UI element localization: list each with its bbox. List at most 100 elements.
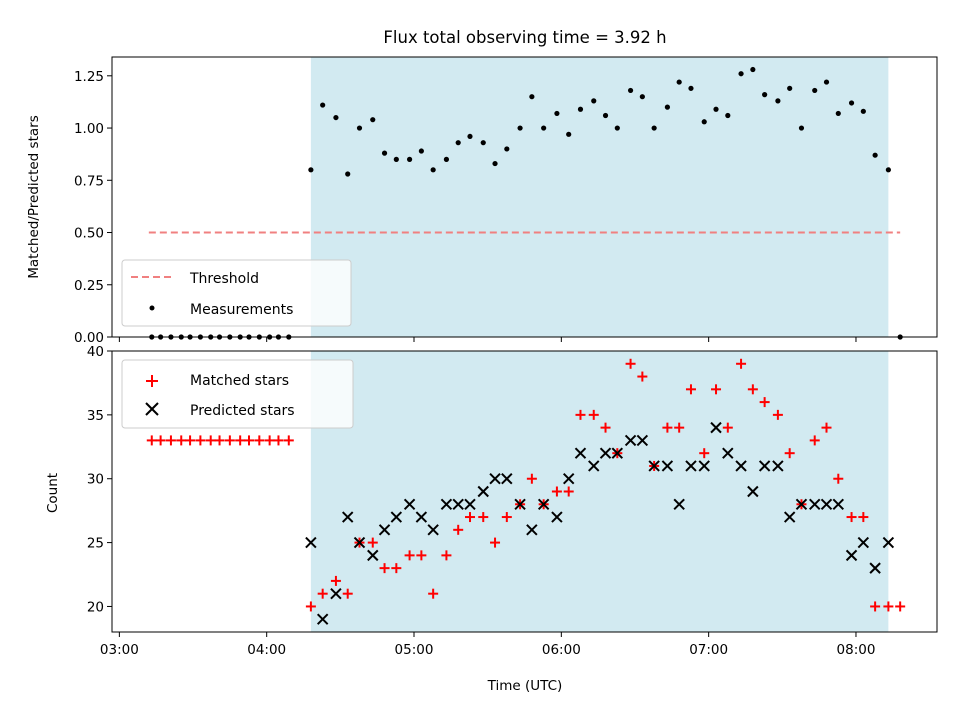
legend-measurements-label: Measurements bbox=[190, 302, 293, 318]
measurement-point bbox=[443, 156, 450, 162]
matched-star-point bbox=[699, 448, 710, 459]
measurement-point bbox=[566, 131, 572, 137]
predicted-star-point bbox=[783, 511, 796, 523]
measurement-point bbox=[345, 171, 351, 177]
predicted-star-point bbox=[367, 549, 379, 562]
measurement-point bbox=[356, 125, 363, 131]
measurement-point bbox=[885, 167, 891, 173]
predicted-star-point bbox=[588, 460, 600, 472]
y-tick-label: 35 bbox=[87, 408, 104, 424]
matched-star-point bbox=[264, 435, 275, 446]
measurement-point bbox=[835, 110, 841, 117]
measurement-point bbox=[308, 167, 314, 173]
matched-star-point bbox=[747, 384, 758, 395]
matched-star-point bbox=[637, 371, 648, 382]
matched-star-point bbox=[772, 409, 783, 420]
matched-star-point bbox=[759, 397, 770, 408]
predicted-star-point bbox=[685, 460, 697, 472]
matched-star-point bbox=[821, 422, 832, 433]
y-tick-label: 25 bbox=[87, 536, 104, 552]
top-y-label: Matched/Predicted stars bbox=[26, 115, 42, 278]
measurement-point bbox=[370, 117, 376, 123]
bottom-y-ticks: 20 25 30 35 40 bbox=[87, 344, 112, 615]
measurement-point bbox=[688, 85, 694, 91]
measurement-point bbox=[430, 167, 436, 173]
matched-star-point bbox=[330, 575, 341, 586]
matched-star-point bbox=[563, 486, 574, 497]
y-tick-label: 0.50 bbox=[74, 226, 104, 242]
measurement-point bbox=[602, 112, 609, 119]
matched-star-point bbox=[404, 550, 415, 561]
bottom-y-label: Count bbox=[45, 473, 61, 513]
legend-matched-swatch bbox=[146, 375, 158, 387]
observing-span-bottom bbox=[310, 351, 889, 632]
measurement-point bbox=[738, 71, 744, 77]
measurement-point bbox=[455, 140, 461, 146]
x-tick-label: 08:00 bbox=[837, 642, 876, 658]
measurement-point bbox=[664, 104, 671, 110]
predicted-star-point bbox=[353, 536, 366, 549]
matched-star-point bbox=[367, 537, 378, 548]
predicted-star-point bbox=[698, 460, 710, 472]
matched-star-point bbox=[575, 409, 586, 420]
matched-star-point bbox=[441, 550, 452, 561]
matched-star-point bbox=[674, 422, 685, 433]
y-tick-label: 0.00 bbox=[74, 330, 104, 346]
measurement-point bbox=[812, 87, 818, 94]
predicted-star-point bbox=[403, 498, 416, 510]
measurement-point bbox=[406, 156, 413, 162]
measurement-point bbox=[627, 87, 634, 94]
predicted-star-point bbox=[551, 511, 563, 523]
top-legend: Threshold Measurements bbox=[121, 259, 352, 327]
matched-star-point bbox=[244, 435, 255, 446]
matched-star-point bbox=[722, 422, 733, 433]
measurement-point bbox=[529, 94, 535, 100]
matched-star-point bbox=[317, 588, 328, 599]
legend-threshold-label: Threshold bbox=[189, 271, 259, 287]
predicted-star-points bbox=[305, 421, 895, 625]
matched-star-point bbox=[195, 435, 206, 446]
measurement-point bbox=[787, 85, 793, 91]
predicted-star-point bbox=[857, 536, 870, 549]
predicted-star-point bbox=[809, 498, 821, 510]
matched-star-point bbox=[342, 588, 353, 599]
predicted-star-point bbox=[832, 498, 845, 510]
measurement-point bbox=[504, 146, 510, 152]
measurement-point bbox=[577, 106, 584, 112]
measurement-point bbox=[418, 148, 424, 154]
matched-star-point bbox=[662, 422, 673, 433]
matched-star-point bbox=[833, 473, 844, 484]
measurement-point bbox=[614, 125, 620, 131]
top-axes-frame bbox=[111, 56, 938, 338]
bottom-panel: 20 25 30 35 40 03:00 04:00 05:00 06:00 07:00 08:0… bbox=[45, 344, 938, 694]
legend-predicted-swatch bbox=[145, 402, 159, 416]
predicted-star-point bbox=[316, 613, 329, 625]
matched-star-point bbox=[464, 512, 475, 523]
measurement-point bbox=[467, 133, 473, 140]
bottom-axes-frame bbox=[111, 350, 938, 633]
measurement-point bbox=[639, 94, 645, 100]
bottom-x-ticks: 03:00 04:00 05:00 06:00 07:00 08:00 bbox=[100, 632, 876, 658]
matched-star-point bbox=[283, 435, 294, 446]
chart-title: Flux total observing time = 3.92 h bbox=[383, 28, 666, 47]
measurement-point bbox=[701, 119, 707, 125]
matched-star-point bbox=[809, 435, 820, 446]
matched-star-point bbox=[685, 384, 696, 395]
measurement-point bbox=[381, 150, 388, 156]
measurement-point bbox=[480, 140, 486, 146]
matched-star-point bbox=[711, 384, 722, 395]
predicted-star-point bbox=[330, 587, 342, 600]
observing-span-top bbox=[310, 57, 889, 337]
y-tick-label: 1.25 bbox=[74, 69, 104, 85]
measurement-point bbox=[872, 152, 878, 158]
matched-star-point bbox=[490, 537, 501, 548]
measurement-point bbox=[775, 98, 781, 104]
matched-star-point bbox=[895, 601, 906, 612]
predicted-star-point bbox=[390, 511, 403, 523]
predicted-star-point bbox=[747, 485, 759, 498]
predicted-star-point bbox=[795, 498, 808, 510]
matched-star-point bbox=[391, 563, 402, 574]
matched-star-point bbox=[176, 435, 187, 446]
predicted-star-point bbox=[501, 473, 513, 485]
